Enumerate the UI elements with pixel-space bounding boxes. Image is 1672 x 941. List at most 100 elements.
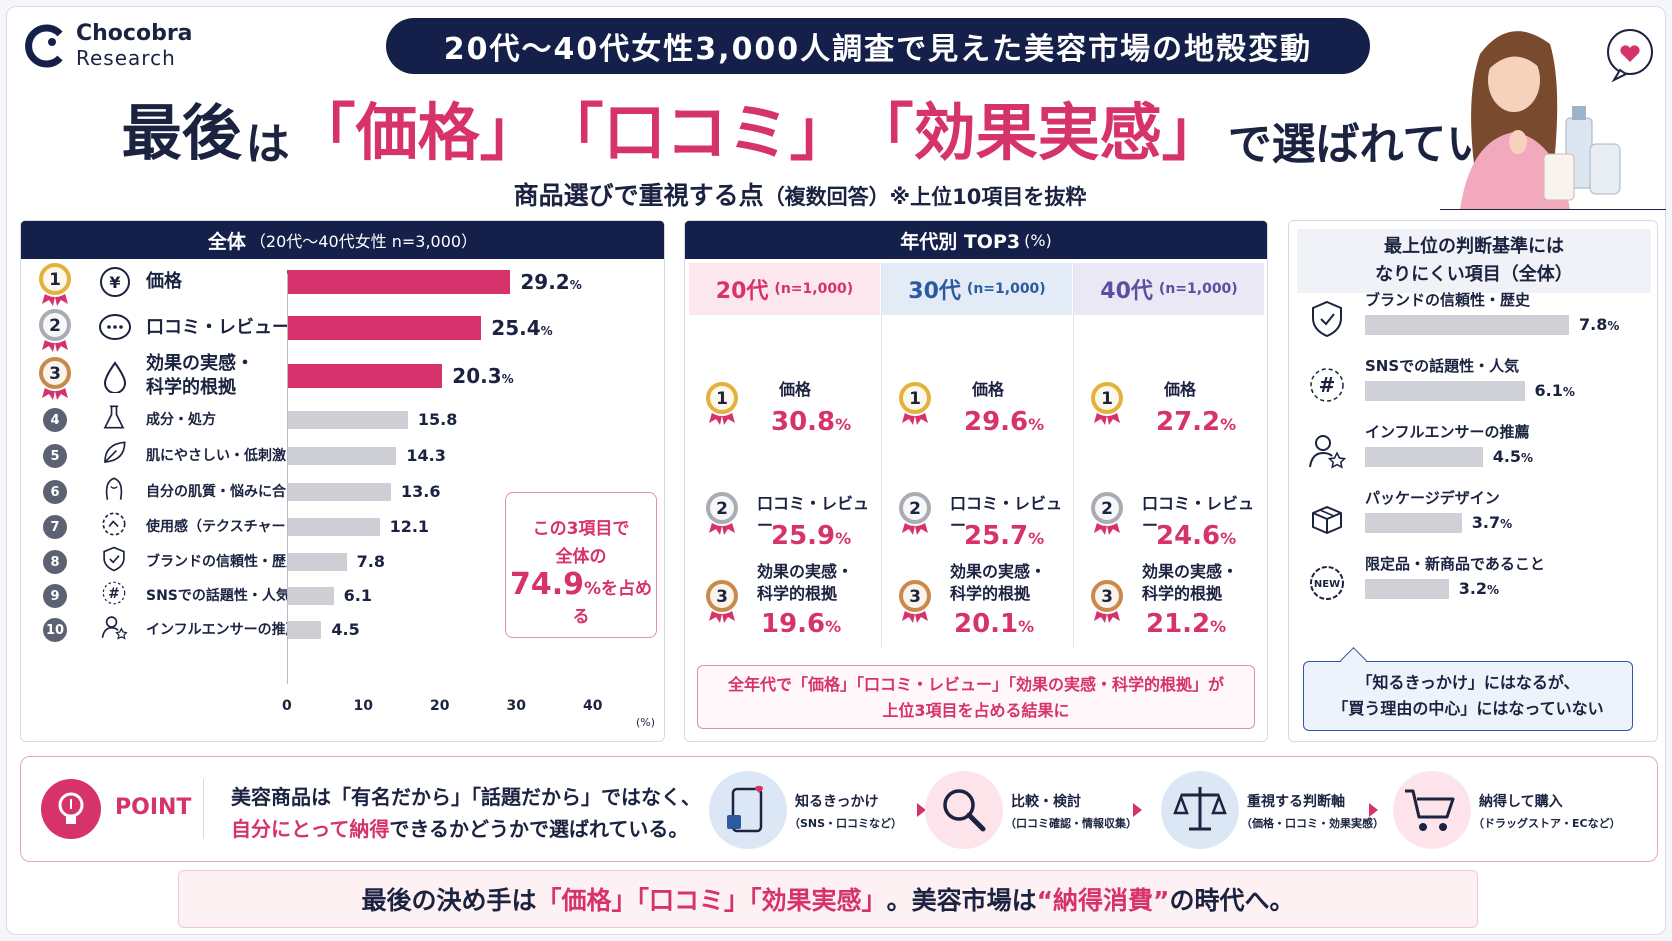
svg-text:2: 2	[909, 499, 921, 519]
overall-panel-header: 全体 （20代～40代女性 n=3,000）	[21, 221, 664, 259]
callout-line-2: 全体の	[555, 547, 607, 567]
svg-text:3: 3	[1101, 587, 1113, 607]
point-text-line-1: 美容商品は「有名だから」「話題だから」ではなく、	[231, 785, 701, 809]
bar	[287, 364, 443, 388]
bar-value-label: 4.5	[331, 620, 360, 639]
hashtag-icon: #	[100, 579, 134, 613]
rank-medal: 1	[36, 260, 74, 306]
brand-sub: Research	[76, 46, 176, 70]
hashtag-icon: #	[1307, 365, 1347, 405]
low-item-name: ブランドの信頼性・歴史	[1365, 291, 1531, 309]
rank-medal-icon: 1	[896, 379, 934, 427]
lightbulb-icon	[41, 779, 101, 839]
x-tick-label: 20	[430, 698, 450, 714]
rank-label: 5	[50, 448, 60, 464]
step-arrow-icon	[1369, 803, 1378, 817]
process-step: 納得して購入 （ドラッグストア・ECなど）	[1393, 767, 1623, 853]
bar-value-label: 20.3%	[452, 364, 514, 388]
point-text-line-2: できるかどうかで選ばれている。	[389, 817, 689, 841]
low-item-value: 3.2%	[1458, 579, 1500, 598]
bar-value-label: 14.3	[406, 446, 446, 465]
age-column-header: 30代 (n=1,000)	[882, 263, 1072, 315]
rank-label: 10	[45, 622, 65, 638]
age-sample-size: (n=1,000)	[966, 281, 1046, 297]
low-priority-item: NEW 限定品・新商品であること 3.2%	[1289, 553, 1659, 623]
age-panel-title: 年代別 TOP3	[900, 230, 1021, 253]
age-column-header: 40代 (n=1,000)	[1074, 263, 1264, 315]
step-subtitle: （SNS・口コミなど）	[789, 817, 903, 830]
age-item-name: 効果の実感・ 科学的根拠	[1142, 562, 1239, 603]
age-item-name: 価格	[1164, 380, 1197, 399]
process-step: 知るきっかけ （SNS・口コミなど）	[709, 767, 939, 853]
svg-text:3: 3	[716, 587, 728, 607]
point-divider	[203, 779, 204, 839]
svg-text:#: #	[108, 586, 120, 602]
low-priority-item: # SNSでの話題性・人気 6.1%	[1289, 355, 1659, 425]
rank-number: 10	[43, 618, 67, 642]
step-title: 知るきっかけ	[795, 794, 879, 810]
x-tick-label: 0	[282, 698, 292, 714]
age-item-value: 19.6%	[761, 609, 842, 639]
age-sample-size: (n=1,000)	[1158, 281, 1238, 297]
age-panel: 年代別 TOP3 (%) 20代 (n=1,000) 1 価格 30.8% 2 口コミ・レビュ…	[684, 220, 1268, 742]
rank-label: 9	[50, 588, 60, 604]
top3-callout: この3項目で 全体の 74.9%を占める	[505, 492, 657, 638]
age-item-value: 24.6%	[1156, 521, 1237, 551]
rank-number: 7	[43, 515, 67, 539]
low-title-line-2: なりにくい項目（全体）	[1375, 264, 1573, 285]
rank-medal-icon: 1	[1088, 379, 1126, 427]
texture-icon	[100, 510, 134, 544]
age-label: 40代	[1100, 279, 1153, 304]
category-label: ブランドの信頼性・歴史	[146, 554, 300, 570]
rank-medal-icon: 1	[703, 379, 741, 427]
bar	[287, 270, 511, 294]
rank-medal-icon: 2	[703, 489, 741, 537]
age-note-line-2: 上位3項目を占める結果に	[882, 701, 1070, 720]
step-title: 重視する判断軸	[1247, 794, 1345, 810]
rank-medal-icon: 3	[703, 577, 741, 625]
low-item-value: 7.8%	[1579, 315, 1620, 334]
overall-panel-title: 全体	[207, 230, 246, 253]
age-note-line-1: 全年代で「価格」「口コミ・レビュー」「効果の実感・科学的根拠」が	[727, 675, 1224, 694]
overall-panel: 全体 （20代～40代女性 n=3,000）	[20, 220, 665, 742]
svg-text:¥: ¥	[109, 273, 120, 292]
gift-box-icon	[1307, 497, 1347, 537]
speech-bubble-icon	[98, 311, 132, 345]
x-tick-label: 30	[506, 698, 526, 714]
bar	[287, 316, 482, 340]
age-item-name: 口コミ・レビュー	[950, 494, 1063, 535]
age-label: 30代	[908, 279, 961, 304]
rank-number: 8	[43, 550, 67, 574]
low-item-bar	[1365, 513, 1462, 533]
age-item-name: 効果の実感・ 科学的根拠	[757, 562, 854, 603]
chart-subtitle: 商品選びで重視する点（複数回答）※上位10項目を抜粋	[440, 176, 1160, 212]
age-column-header: 20代 (n=1,000)	[689, 263, 880, 315]
low-item-bar	[1365, 381, 1525, 401]
svg-text:1: 1	[1101, 389, 1113, 409]
drop-icon	[98, 359, 132, 394]
category-label: 口コミ・レビュー	[146, 317, 290, 338]
bar	[287, 518, 380, 536]
svg-text:3: 3	[49, 364, 61, 384]
svg-text:2: 2	[716, 499, 728, 519]
low-item-value: 3.7%	[1471, 513, 1513, 532]
bar-value-label: 29.2%	[520, 270, 582, 294]
cart-icon	[1393, 771, 1471, 849]
age-label: 20代	[715, 279, 769, 304]
low-item-value: 4.5%	[1492, 447, 1534, 466]
point-text: 美容商品は「有名だから」「話題だから」ではなく、 自分にとって納得できるかどうか…	[231, 781, 701, 845]
shield-check-icon	[100, 545, 134, 579]
magnifier-icon	[925, 771, 1003, 849]
low-priority-panel: 最上位の判断基準には なりにくい項目（全体） ブランドの信頼性・歴史 7.8% # S…	[1288, 220, 1658, 742]
subtitle-main: 商品選びで重視する点	[513, 181, 764, 210]
woman-illustration	[1440, 29, 1666, 210]
rank-label: 6	[50, 484, 60, 500]
brand-name: Chocobra	[76, 21, 193, 46]
rank-number: 4	[43, 408, 67, 432]
category-label: SNSでの話題性・人気	[146, 588, 290, 604]
bar-value-label: 6.1	[343, 586, 372, 605]
rank-medal-icon: 2	[896, 489, 934, 537]
category-label: 自分の肌質・悩みに合う	[146, 484, 300, 500]
headline-keyword-price: 「価格」	[293, 96, 542, 169]
step-title: 納得して購入	[1479, 794, 1563, 810]
